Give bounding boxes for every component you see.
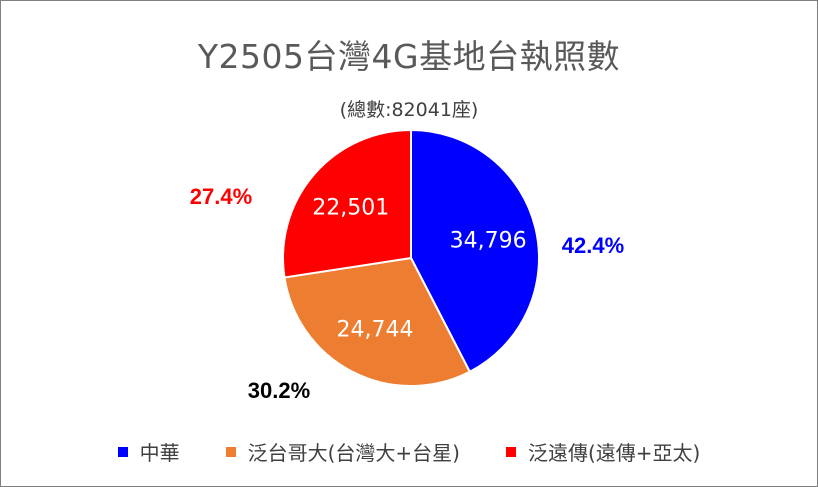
chart-title: Y2505台灣4G基地台執照數 <box>197 37 621 76</box>
pie-slice-chunghwa <box>410 128 540 374</box>
legend-item-taiwan-mobile: 泛台哥大(台灣大+台星) <box>225 437 460 466</box>
legend-label-far-eastone: 泛遠傳(遠傳+亞太) <box>528 441 701 465</box>
pie-slice-far-eastone <box>282 128 412 279</box>
value-label-chunghwa: 34,796 <box>450 228 527 253</box>
legend-item-far-eastone: 泛遠傳(遠傳+亞太) <box>506 437 700 466</box>
value-label-far-eastone: 22,501 <box>312 195 389 220</box>
legend: 中華 泛台哥大(台灣大+台星) 泛遠傳(遠傳+亞太) <box>0 437 818 466</box>
legend-label-taiwan-mobile: 泛台哥大(台灣大+台星) <box>247 441 460 465</box>
percent-label-far-eastone: 27.4% <box>190 184 252 209</box>
legend-label-chunghwa: 中華 <box>139 441 180 465</box>
legend-item-chunghwa: 中華 <box>117 437 180 466</box>
percent-label-taiwan-mobile: 30.2% <box>248 378 310 403</box>
pie-slice-taiwan-mobile <box>283 256 472 387</box>
value-label-taiwan-mobile: 24,744 <box>337 318 414 343</box>
chart-subtitle: (總數:82041座) <box>339 99 479 121</box>
percent-label-chunghwa: 42.4% <box>562 233 624 258</box>
legend-swatch-far-eastone <box>506 446 516 457</box>
legend-swatch-taiwan-mobile <box>225 446 236 457</box>
legend-swatch-chunghwa <box>117 446 128 457</box>
